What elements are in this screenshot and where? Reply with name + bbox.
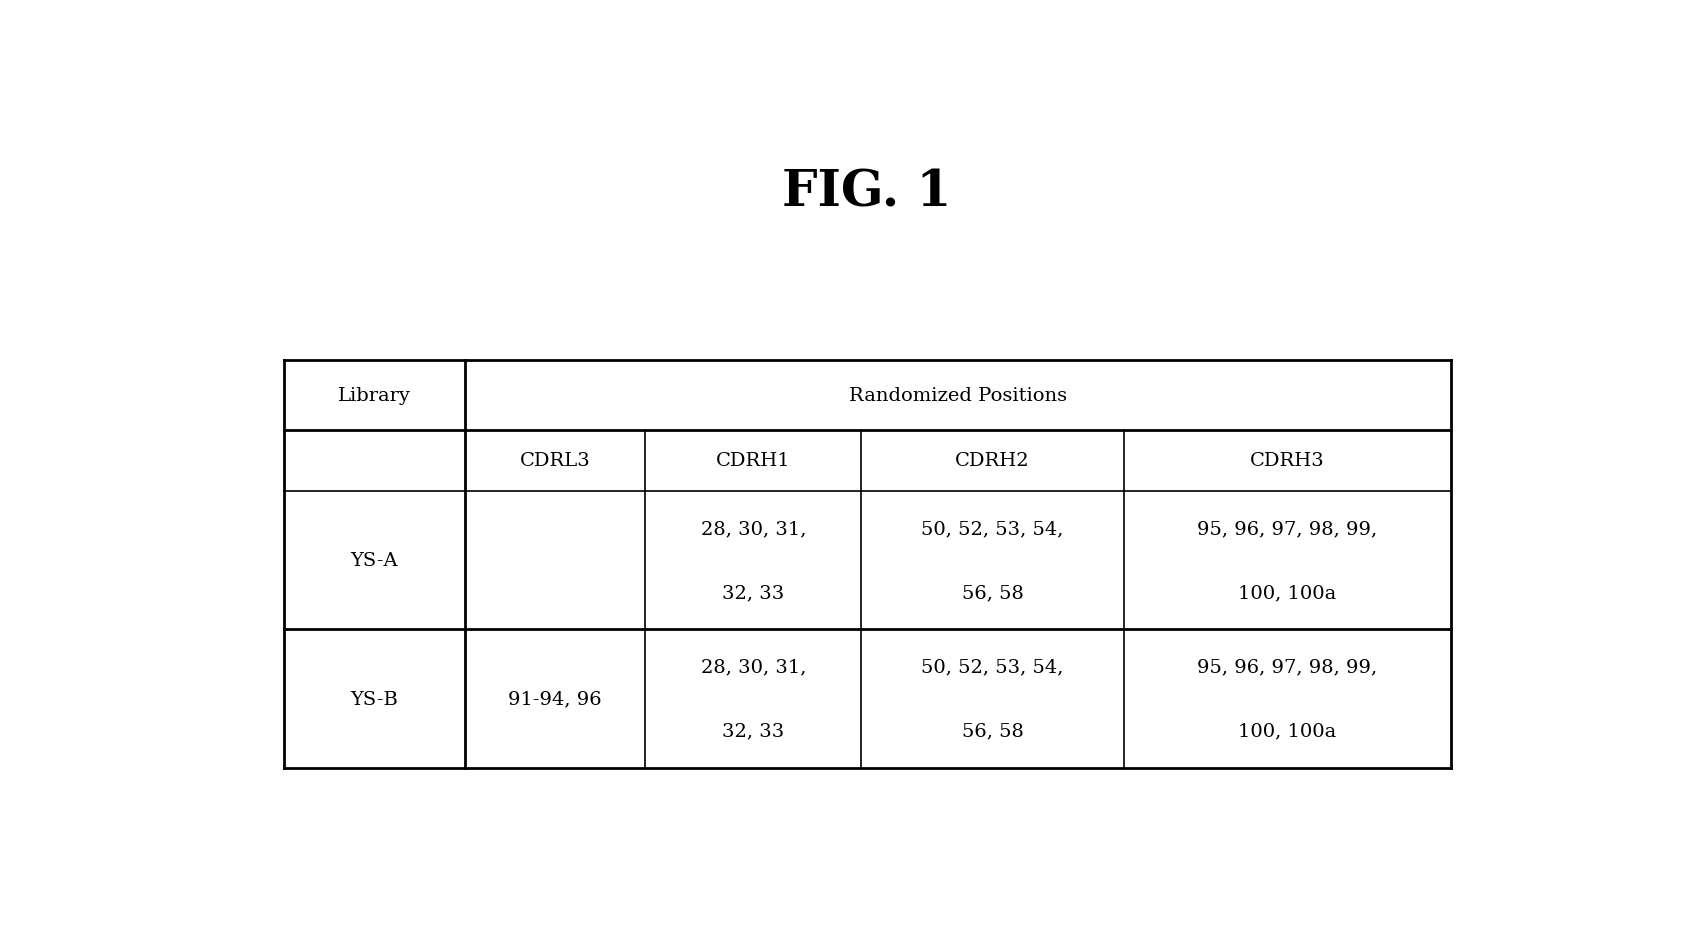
Text: CDRL3: CDRL3: [519, 451, 591, 470]
Text: 50, 52, 53, 54,

56, 58: 50, 52, 53, 54, 56, 58: [922, 519, 1064, 602]
Text: Randomized Positions: Randomized Positions: [848, 387, 1066, 405]
Text: FIG. 1: FIG. 1: [782, 169, 953, 217]
Text: CDRH3: CDRH3: [1250, 451, 1325, 470]
Text: CDRH1: CDRH1: [716, 451, 790, 470]
Text: YS-A: YS-A: [350, 552, 398, 569]
Text: 95, 96, 97, 98, 99,

100, 100a: 95, 96, 97, 98, 99, 100, 100a: [1198, 658, 1377, 740]
Text: CDRH2: CDRH2: [956, 451, 1030, 470]
Text: 28, 30, 31,

32, 33: 28, 30, 31, 32, 33: [700, 658, 805, 740]
Text: 28, 30, 31,

32, 33: 28, 30, 31, 32, 33: [700, 519, 805, 602]
Text: 50, 52, 53, 54,

56, 58: 50, 52, 53, 54, 56, 58: [922, 658, 1064, 740]
Text: 95, 96, 97, 98, 99,

100, 100a: 95, 96, 97, 98, 99, 100, 100a: [1198, 519, 1377, 602]
Text: 91-94, 96: 91-94, 96: [508, 690, 602, 707]
Text: YS-B: YS-B: [350, 690, 398, 707]
Text: Library: Library: [338, 387, 411, 405]
